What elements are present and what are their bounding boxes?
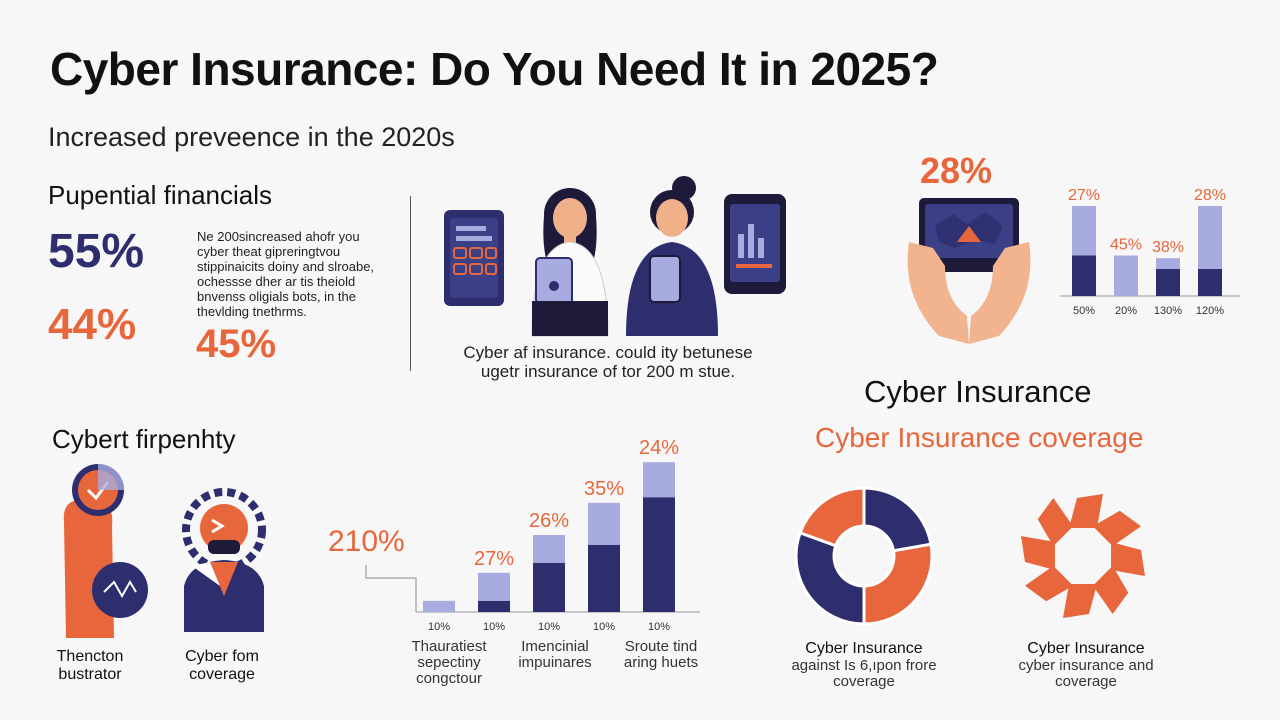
flower-petal-group bbox=[1021, 536, 1055, 570]
bar-axis-label: 50% bbox=[1073, 305, 1095, 317]
bar-axis-label: 10% bbox=[538, 621, 560, 633]
gear-person-illustration bbox=[182, 488, 266, 632]
flower-petal bbox=[1025, 565, 1074, 602]
hand-with-badges-illustration bbox=[63, 464, 148, 638]
bar-light bbox=[478, 572, 510, 601]
coverage-flower-graphic bbox=[1021, 494, 1145, 618]
bar-light bbox=[1072, 206, 1096, 256]
property-item2-label: Cyber fom coverage bbox=[185, 648, 259, 683]
top-right-bar-chart: 27% 50% 45% 20% 38% 130% 28% 120% bbox=[1060, 187, 1240, 317]
bar-light bbox=[1156, 258, 1180, 269]
donut-segment bbox=[862, 486, 933, 553]
property-heading: Cybert firpenhty bbox=[52, 424, 236, 454]
flower-petal bbox=[1063, 584, 1097, 618]
bar-value-label: 27% bbox=[474, 548, 514, 570]
mid-caption-1: Thauratiest sepectiny congctour bbox=[411, 638, 487, 687]
bar-light bbox=[533, 535, 565, 563]
flower-title: Cyber Insurance bbox=[1027, 640, 1145, 657]
flower-description: cyber insurance and coverage bbox=[1018, 657, 1154, 690]
bar-light bbox=[1198, 206, 1222, 269]
bar-value-label: 26% bbox=[529, 510, 569, 532]
donut-segment bbox=[862, 542, 934, 626]
mid-chart-big-value: 210% bbox=[328, 525, 405, 558]
page-title: Cyber Insurance: Do You Need It in 2025? bbox=[50, 43, 939, 95]
hands-holding-laptop-illustration bbox=[907, 198, 1031, 344]
bar-value-label: 27% bbox=[1068, 187, 1100, 204]
flower-petal-group bbox=[1063, 584, 1097, 618]
flower-petal-group bbox=[1092, 565, 1129, 614]
flower-petal-group bbox=[1092, 510, 1141, 547]
bar-dark bbox=[588, 544, 620, 612]
bar-dark bbox=[478, 600, 510, 612]
bar-dark bbox=[1198, 269, 1222, 296]
bar-axis-label: 120% bbox=[1196, 305, 1224, 317]
stat-navy: 55% bbox=[48, 225, 145, 278]
coverage-donut-chart bbox=[794, 486, 934, 626]
bar-axis-label: 10% bbox=[428, 621, 450, 633]
bar-dark bbox=[643, 497, 675, 612]
people-with-devices-illustration bbox=[444, 176, 786, 337]
flower-petal-group bbox=[1069, 494, 1103, 528]
flower-petal bbox=[1092, 510, 1141, 547]
bar-light bbox=[1114, 255, 1138, 296]
bar-axis-label: 10% bbox=[593, 621, 615, 633]
bar-light bbox=[588, 502, 620, 545]
flower-petal-group bbox=[1025, 565, 1074, 602]
financials-paragraph: Ne 200sincreased ahofr you cyber theat g… bbox=[197, 229, 375, 319]
top-right-headline-stat: 28% bbox=[920, 150, 993, 191]
bar-axis-label: 130% bbox=[1154, 305, 1182, 317]
coverage-subheading: Cyber Insurance coverage bbox=[815, 422, 1144, 453]
flower-petal bbox=[1037, 498, 1074, 547]
bar-dark bbox=[1156, 269, 1180, 296]
donut-description: against Is 6,ıpon frore coverage bbox=[791, 657, 937, 690]
stat-orange-right: 45% bbox=[196, 322, 277, 366]
mid-bar-chart: 10% 27% 10% 26% 10% 35% 10% 24% 10% bbox=[365, 437, 700, 633]
financials-heading: Pupential financials bbox=[48, 180, 273, 210]
bar-light bbox=[423, 600, 455, 612]
connector-line bbox=[365, 565, 417, 612]
bar-value-label: 38% bbox=[1152, 239, 1184, 256]
subtitle: Increased preveence in the 2020s bbox=[48, 122, 455, 152]
bar-value-label: 45% bbox=[1110, 237, 1142, 254]
bar-dark bbox=[533, 563, 565, 612]
people-caption-line1: Cyber af insurance. could ity betunese bbox=[463, 343, 753, 362]
vertical-divider bbox=[410, 196, 411, 371]
donut-segment bbox=[798, 486, 866, 548]
flower-petal-group bbox=[1037, 498, 1074, 547]
coverage-heading: Cyber Insurance bbox=[864, 374, 1092, 409]
donut-segment bbox=[794, 530, 866, 626]
bar-value-label: 24% bbox=[639, 437, 679, 459]
mid-caption-3: Sroute tind aring huets bbox=[623, 638, 699, 671]
bar-light bbox=[643, 462, 675, 498]
flower-petal bbox=[1092, 565, 1129, 614]
bar-value-label: 35% bbox=[584, 478, 624, 500]
property-item1-label: Thencton bustrator bbox=[56, 648, 124, 683]
flower-petal bbox=[1111, 542, 1145, 576]
bar-axis-label: 20% bbox=[1115, 305, 1137, 317]
mid-caption-2: Imencinial impuinares bbox=[518, 638, 592, 671]
bar-axis-label: 10% bbox=[483, 621, 505, 633]
bar-value-label: 28% bbox=[1194, 187, 1226, 204]
stat-orange-left: 44% bbox=[48, 300, 137, 349]
donut-title: Cyber Insurance bbox=[805, 640, 923, 657]
bar-axis-label: 10% bbox=[648, 621, 670, 633]
flower-petal-group bbox=[1111, 542, 1145, 576]
flower-petal bbox=[1069, 494, 1103, 528]
bar-dark bbox=[1072, 255, 1096, 296]
people-caption-line2: ugetr insurance of tor 200 m stue. bbox=[480, 362, 736, 381]
flower-petal bbox=[1021, 536, 1055, 570]
